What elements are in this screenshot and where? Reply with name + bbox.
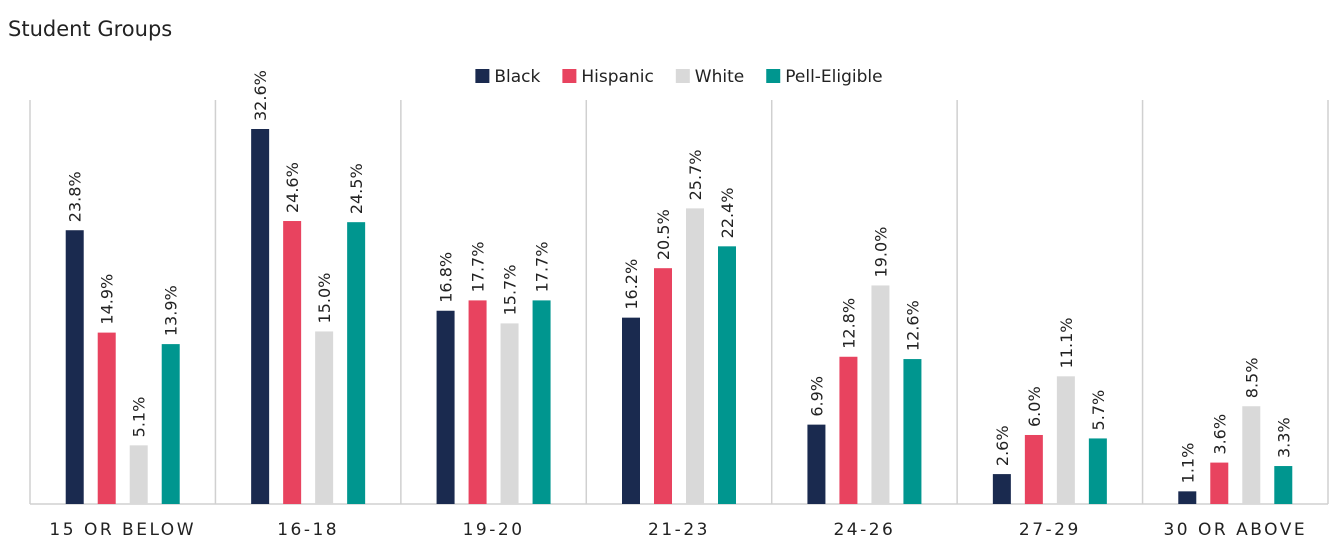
value-label: 14.9% [98, 274, 117, 325]
bar [1210, 462, 1229, 504]
legend-label: Black [494, 67, 540, 87]
value-label: 15.0% [315, 273, 334, 324]
value-label: 19.0% [871, 227, 890, 278]
legend-label: Pell-Eligible [785, 67, 882, 87]
value-label: 17.7% [533, 242, 552, 293]
value-label: 5.1% [130, 397, 149, 438]
bar [129, 445, 148, 504]
bar [283, 221, 302, 504]
chart-title: Student Groups [8, 17, 172, 41]
value-label: 8.5% [1242, 358, 1261, 399]
x-tick-label: 21-23 [648, 520, 710, 540]
value-label: 24.6% [283, 162, 302, 213]
bar [1024, 434, 1043, 504]
legend-swatch [766, 69, 781, 83]
x-tick-label: 27-29 [1019, 520, 1081, 540]
value-label: 17.7% [469, 242, 488, 293]
bar [1178, 491, 1197, 504]
bar [347, 222, 366, 504]
bar [718, 246, 736, 504]
value-label: 20.5% [654, 209, 673, 260]
bar [97, 332, 116, 504]
value-label: 16.2% [622, 259, 641, 310]
legend-swatch [475, 69, 490, 83]
bar [871, 285, 890, 504]
legend-label: Hispanic [581, 67, 653, 87]
bar [500, 323, 519, 504]
legend-swatch [562, 69, 577, 83]
bar [251, 129, 270, 504]
value-label: 3.6% [1210, 414, 1229, 455]
bar [1274, 466, 1293, 504]
value-label: 13.9% [162, 285, 181, 336]
value-label: 16.8% [437, 252, 456, 303]
value-label: 23.8% [66, 171, 85, 222]
value-label: 25.7% [686, 150, 705, 201]
value-label: 1.1% [1178, 443, 1197, 484]
bar [1242, 406, 1261, 504]
legend-label: White [695, 67, 744, 87]
value-label: 15.7% [501, 265, 520, 316]
bar [654, 268, 672, 504]
value-label: 24.5% [347, 163, 366, 214]
value-label: 5.7% [1089, 390, 1108, 431]
value-label: 11.1% [1057, 317, 1076, 368]
bar [1056, 376, 1075, 504]
bar [468, 300, 487, 504]
value-label: 32.6% [251, 70, 270, 121]
bar [1088, 438, 1107, 504]
x-tick-label: 30 OR ABOVE [1163, 520, 1307, 540]
legend: Black Hispanic White Pell-Eligible [475, 67, 883, 87]
bar [903, 359, 922, 504]
bar [315, 331, 334, 504]
bar [686, 208, 704, 505]
value-label: 12.6% [903, 300, 922, 351]
bar [532, 300, 551, 504]
bar [65, 230, 84, 504]
value-label: 6.0% [1025, 386, 1044, 427]
legend-swatch [675, 69, 690, 83]
value-label: 2.6% [993, 425, 1012, 466]
bar [992, 474, 1011, 504]
value-label: 12.8% [839, 298, 858, 349]
bar [839, 356, 858, 504]
value-label: 3.3% [1274, 417, 1293, 458]
x-tick-label: 15 OR BELOW [49, 520, 196, 540]
bar [161, 344, 180, 504]
bar [622, 317, 640, 504]
x-tick-label: 16-18 [277, 520, 339, 540]
bar [807, 424, 826, 504]
value-label: 22.4% [718, 188, 737, 239]
bar [436, 310, 455, 504]
value-label: 6.9% [807, 376, 826, 417]
x-tick-label: 19-20 [463, 520, 525, 540]
x-tick-label: 24-26 [833, 520, 895, 540]
